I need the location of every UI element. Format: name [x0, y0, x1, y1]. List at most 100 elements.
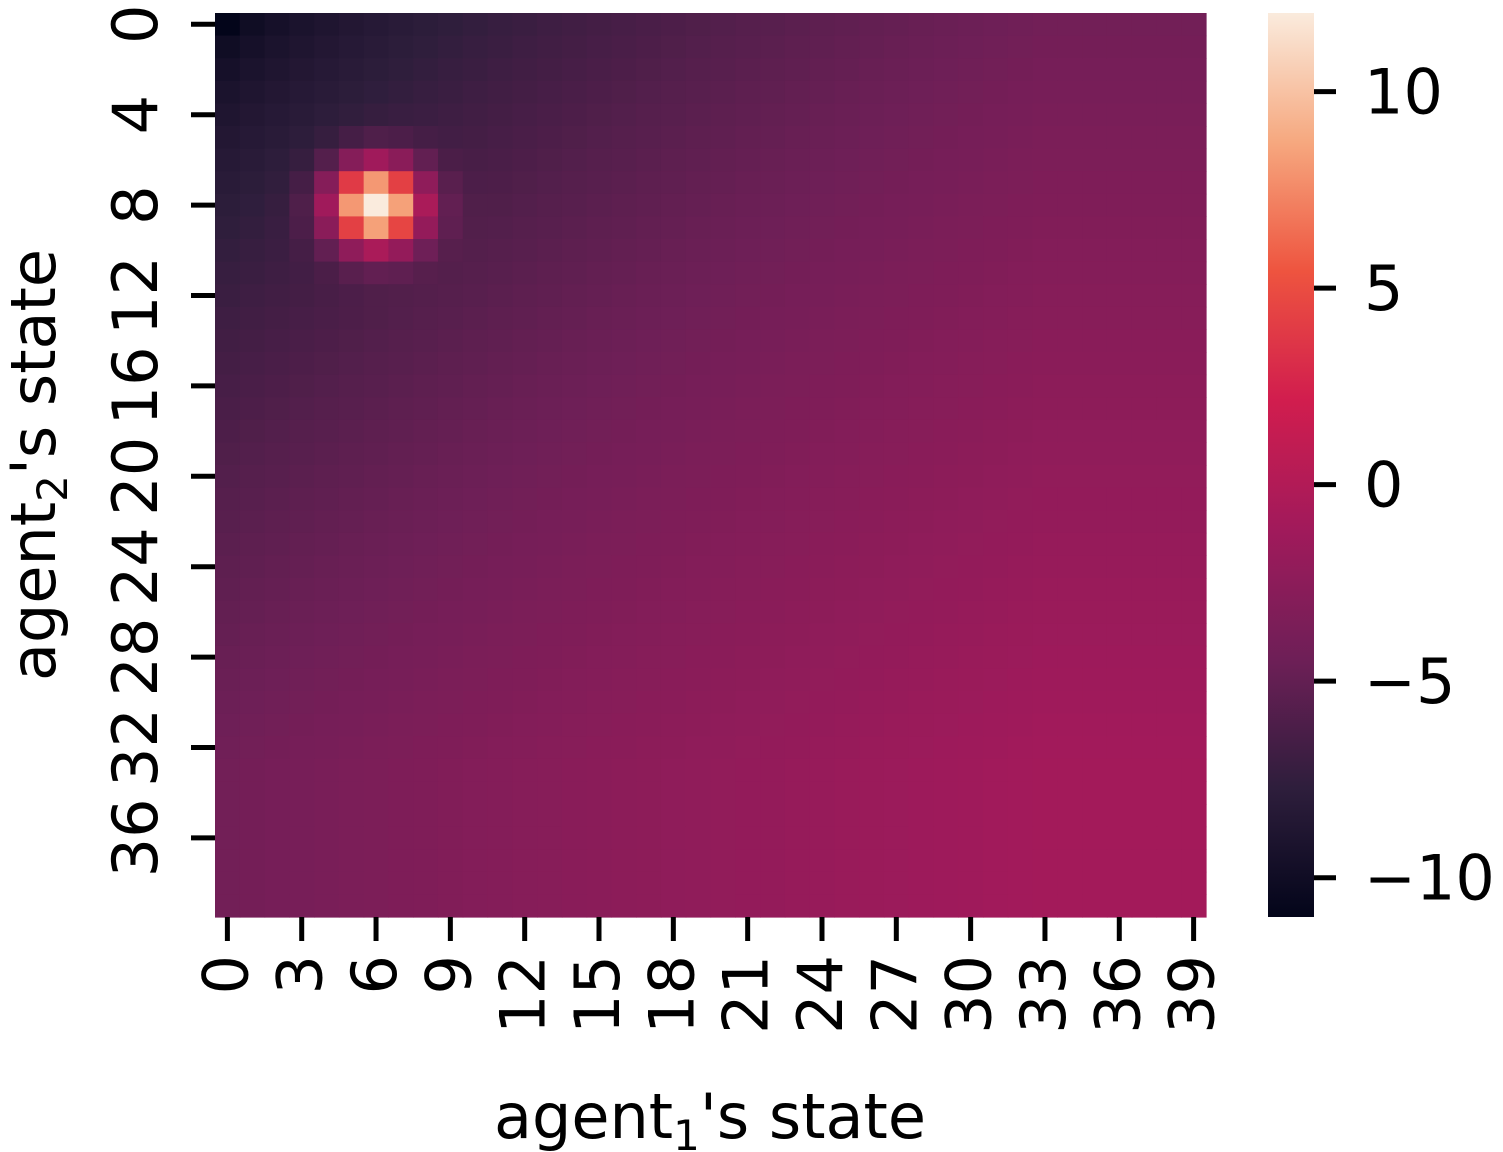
heatmap-cell — [958, 691, 984, 715]
heatmap-cell — [660, 758, 687, 782]
heatmap-cell — [586, 419, 613, 443]
heatmap-cell — [289, 442, 315, 466]
heatmap-cell — [537, 239, 563, 263]
heatmap-cell — [487, 193, 513, 217]
heatmap-cell — [809, 171, 835, 195]
x-tick-label: 18 — [635, 955, 708, 1034]
heatmap-cell — [487, 736, 513, 760]
heatmap-cell — [908, 871, 935, 895]
heatmap-cell — [933, 826, 959, 850]
heatmap-cell — [1082, 216, 1108, 240]
heatmap-cell — [958, 623, 984, 647]
heatmap-cell — [487, 58, 513, 82]
heatmap-cell — [561, 510, 588, 534]
heatmap-cell — [735, 578, 761, 602]
heatmap-cell — [561, 80, 588, 104]
heatmap-cell — [561, 758, 588, 782]
heatmap-cell — [561, 148, 588, 172]
heatmap-cell — [809, 261, 835, 285]
heatmap-cell — [685, 713, 712, 737]
heatmap-cell — [561, 216, 588, 240]
heatmap-cell — [264, 35, 290, 59]
heatmap-cell — [1131, 713, 1158, 737]
heatmap-cell — [983, 80, 1009, 104]
heatmap-cell — [1007, 58, 1034, 82]
heatmap-cell — [883, 758, 910, 782]
heatmap-cell — [809, 555, 835, 579]
heatmap-cell — [1007, 532, 1034, 556]
heatmap-cell — [735, 352, 761, 376]
heatmap-cell — [239, 284, 266, 308]
heatmap-cell — [611, 645, 637, 669]
heatmap-cell — [908, 510, 935, 534]
heatmap-cell — [1181, 623, 1207, 647]
heatmap-cell — [512, 239, 538, 263]
heatmap-cell — [883, 216, 910, 240]
heatmap-cell — [1082, 894, 1108, 918]
y-axis-label: agent2's state — [0, 249, 77, 681]
heatmap-cell — [685, 645, 712, 669]
heatmap-cell — [760, 35, 786, 59]
heatmap-cell — [908, 487, 935, 511]
heatmap-cell — [834, 465, 860, 489]
heatmap-cell — [1057, 329, 1083, 353]
heatmap-cell — [1082, 239, 1108, 263]
heatmap-cell — [958, 781, 984, 805]
heatmap-cell — [586, 691, 613, 715]
heatmap-cell — [1181, 35, 1207, 59]
heatmap-cell — [1156, 352, 1182, 376]
heatmap-cell — [760, 487, 786, 511]
heatmap-cell — [611, 103, 637, 127]
heatmap-cell — [1156, 465, 1182, 489]
heatmap-cell — [586, 826, 613, 850]
heatmap-cell — [239, 419, 266, 443]
heatmap-cell — [289, 374, 315, 398]
heatmap-cell — [1131, 419, 1158, 443]
heatmap-cell — [859, 555, 885, 579]
heatmap-cell — [512, 668, 538, 692]
heatmap-cell — [958, 419, 984, 443]
heatmap-cell — [314, 13, 340, 37]
heatmap-cell — [487, 578, 513, 602]
heatmap-cell — [561, 58, 588, 82]
heatmap-cell — [611, 306, 637, 330]
heatmap-cell — [1156, 758, 1182, 782]
heatmap-cell — [685, 352, 712, 376]
heatmap-cell — [933, 555, 959, 579]
heatmap-cell — [735, 13, 761, 37]
heatmap-cell — [338, 849, 365, 873]
heatmap-cell — [908, 35, 935, 59]
heatmap-cell — [363, 419, 390, 443]
heatmap-cell — [933, 849, 959, 873]
heatmap-cell — [1007, 193, 1034, 217]
heatmap-cell — [1032, 329, 1058, 353]
heatmap-cell — [215, 261, 241, 285]
heatmap-cell — [1082, 58, 1108, 82]
heatmap-cell — [264, 668, 290, 692]
heatmap-cell — [437, 894, 464, 918]
heatmap-cell — [735, 691, 761, 715]
heatmap-cell — [1131, 261, 1158, 285]
heatmap-cell — [933, 713, 959, 737]
heatmap-cell — [289, 171, 315, 195]
heatmap-cell — [983, 510, 1009, 534]
heatmap-cell — [1131, 148, 1158, 172]
heatmap-cell — [1057, 80, 1083, 104]
heatmap-cell — [388, 58, 414, 82]
heatmap-cell — [437, 465, 464, 489]
heatmap-cell — [586, 103, 613, 127]
heatmap-cell — [1181, 645, 1207, 669]
heatmap-cell — [239, 126, 266, 150]
heatmap-cell — [338, 216, 365, 240]
heatmap-cell — [561, 193, 588, 217]
heatmap-cell — [586, 510, 613, 534]
heatmap-cell — [735, 871, 761, 895]
heatmap-cell — [859, 35, 885, 59]
heatmap-cell — [809, 397, 835, 421]
heatmap-cell — [883, 397, 910, 421]
heatmap-cell — [264, 329, 290, 353]
heatmap-cell — [685, 578, 712, 602]
heatmap-cell — [338, 668, 365, 692]
heatmap-cell — [908, 555, 935, 579]
heatmap-cell — [933, 487, 959, 511]
